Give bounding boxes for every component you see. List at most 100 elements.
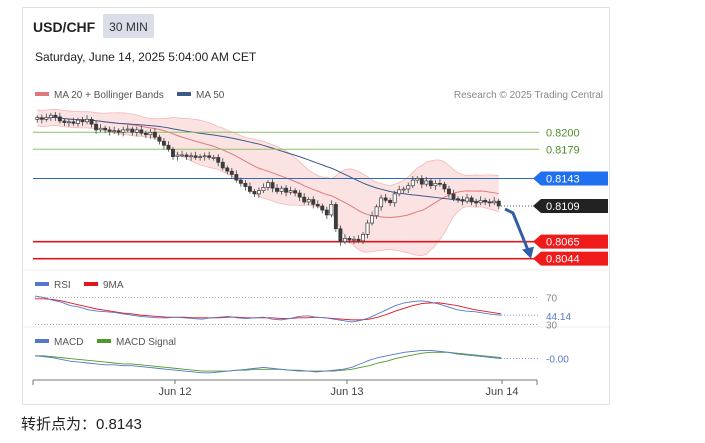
ma50-line: [37, 116, 499, 204]
candle-up: [266, 182, 270, 188]
candle-up: [361, 234, 365, 242]
pivot-price-label: 0.8143: [546, 173, 580, 185]
candle-up: [370, 215, 375, 224]
candle-up: [211, 157, 216, 159]
candle-down: [275, 187, 279, 192]
candle-up: [35, 117, 40, 120]
candle-down: [302, 196, 307, 203]
candle-up: [134, 129, 139, 133]
candle-up: [76, 119, 80, 124]
rsi-legend-label: RSI: [54, 280, 71, 291]
candle-down: [94, 123, 99, 131]
timeframe-badge[interactable]: [103, 14, 154, 38]
ma20-legend-label: MA 20 + Bollinger Bands: [54, 90, 164, 101]
candle-down: [437, 182, 442, 185]
candle-down: [324, 209, 329, 216]
candle-down: [71, 121, 76, 124]
candle-up: [125, 128, 130, 131]
candle-up: [392, 193, 397, 204]
chart-svg: USD/CHF 30 MIN Saturday, June 14, 2025 5…: [23, 14, 611, 398]
candle-up: [202, 155, 207, 158]
candle-down: [234, 174, 239, 181]
candle-up: [180, 154, 184, 157]
candle-down: [143, 132, 148, 136]
candle-down: [107, 129, 112, 132]
candle-up: [261, 187, 266, 191]
copyright-label: Research © 2025 Trading Central: [454, 90, 603, 101]
candle-down: [216, 157, 221, 163]
candle-down: [80, 119, 85, 123]
candle-down: [139, 129, 144, 134]
candle-down: [315, 204, 320, 207]
candle-down: [152, 131, 157, 138]
candle-up: [424, 180, 429, 185]
pivot-footer-label: 转折点为：: [21, 415, 97, 433]
rsi-guide-label: 30: [546, 321, 558, 332]
candle-down: [220, 161, 225, 169]
candle-down: [252, 191, 257, 195]
candle-down: [297, 192, 302, 198]
candle-up: [374, 206, 379, 217]
candle-up: [342, 238, 347, 243]
x-axis: Jun 12 Jun 13 Jun 14: [32, 379, 538, 398]
last-price-tag: [533, 199, 608, 214]
candle-up: [121, 129, 126, 133]
candle-down: [496, 200, 501, 207]
candle-down: [487, 201, 492, 204]
candle-down: [428, 180, 433, 187]
candle-down: [320, 205, 325, 211]
candle-down: [270, 182, 275, 189]
candle-down: [166, 144, 171, 150]
candle-down: [39, 117, 44, 120]
resistance-label: 0.8200: [546, 127, 580, 139]
candle-down: [284, 187, 289, 193]
candle-down: [53, 114, 58, 118]
candle-down: [225, 167, 230, 172]
candle-down: [347, 238, 352, 241]
forecast-arrow-line: [504, 207, 531, 254]
pivot-footer: 转折点为：0.8143: [21, 413, 142, 434]
candle-down: [247, 186, 252, 192]
last-price-label: 0.8109: [546, 201, 580, 213]
forecast-arrow-head: [522, 246, 534, 259]
candle-up: [85, 118, 89, 123]
rsi-ma-legend-swatch: [84, 282, 98, 286]
timeframe-label: 30 MIN: [109, 20, 148, 34]
symbol-title: USD/CHF: [33, 19, 96, 35]
candle-up: [175, 154, 180, 157]
macd-signal-line: [35, 351, 502, 372]
datetime-label: Saturday, June 14, 2025 5:04:00 AM CET: [35, 50, 257, 64]
bollinger-upper-line: [37, 108, 499, 187]
price-panel: 0.8200 0.8179 0.8143 0.8109 0.8065 0.8044: [33, 108, 608, 266]
candle-up: [406, 185, 411, 190]
rsi-line: [34, 295, 502, 323]
candle-down: [62, 120, 67, 123]
candle-down: [229, 170, 234, 175]
pivot-footer-value: 0.8143: [96, 416, 142, 433]
x-axis-tick-label: Jun 13: [330, 386, 363, 398]
chart-card: USD/CHF 30 MIN Saturday, June 14, 2025 5…: [22, 7, 611, 405]
candle-up: [352, 238, 356, 241]
candle-down: [388, 199, 393, 204]
support-price-label: 0.8065: [546, 237, 580, 249]
candle-up: [415, 178, 420, 181]
support-price-label: 0.8044: [546, 254, 580, 266]
rsi-guide-label: 70: [546, 293, 558, 304]
candle-up: [288, 190, 293, 193]
ma50-legend-label: MA 50: [196, 90, 225, 101]
pivot-price-tag: [533, 171, 608, 186]
macd-signal-legend-swatch: [97, 339, 111, 343]
macd-last-value: -0.00: [546, 355, 569, 366]
candle-down: [338, 228, 343, 243]
candle-down: [460, 199, 465, 202]
candle-down: [243, 182, 248, 187]
candle-down: [447, 188, 451, 195]
rsi-ma-legend-label: 9MA: [103, 280, 124, 291]
candle-up: [44, 117, 49, 120]
x-axis-tick-label: Jun 12: [158, 386, 191, 398]
candle-up: [478, 199, 483, 204]
candle-up: [66, 121, 71, 124]
candle-up: [98, 127, 103, 131]
candle-down: [157, 136, 162, 142]
